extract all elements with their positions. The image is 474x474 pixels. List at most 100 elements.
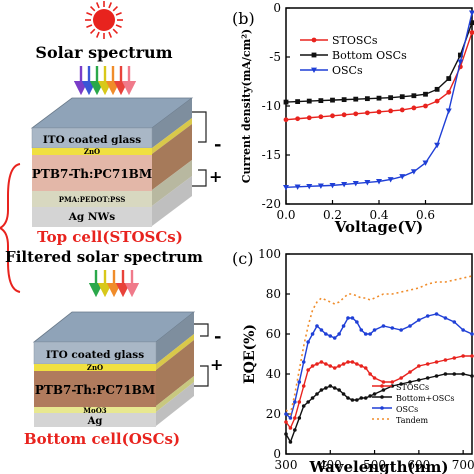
b-legend-label: STOSCs — [332, 34, 378, 47]
c-data-point — [284, 432, 288, 436]
b-data-point — [422, 160, 429, 166]
b-legend-marker — [311, 37, 317, 43]
sun-ray — [112, 28, 119, 35]
c-data-point — [350, 360, 355, 364]
top-plus-sign: + — [209, 167, 222, 186]
jv-legend: STOSCs Bottom OSCs OSCs — [300, 34, 407, 77]
c-data-point — [359, 396, 364, 400]
c-data-point — [443, 372, 448, 376]
c-y-tick-label: 100 — [258, 247, 281, 261]
b-data-point — [411, 93, 417, 99]
b-data-point — [318, 98, 324, 104]
top-layer-htl: PMA:PEDOT:PSS — [59, 195, 126, 204]
eqe-legend: STOSCs Bottom+OSCs OSCs Tandem — [372, 383, 455, 425]
c-data-point — [452, 372, 457, 376]
c-data-point — [408, 380, 412, 384]
b-series-line-1 — [286, 22, 472, 103]
c-data-point — [306, 400, 310, 404]
sun-ray — [95, 2, 100, 9]
c-data-point — [408, 370, 412, 374]
b-data-point — [353, 111, 359, 117]
c-data-point — [328, 384, 333, 388]
b-data-point — [306, 183, 313, 190]
b-data-point — [329, 182, 336, 189]
c-data-point — [390, 380, 395, 384]
b-data-point — [399, 94, 405, 100]
b-data-point — [318, 114, 324, 120]
eqe-panel-label: (c) — [232, 249, 253, 268]
c-data-point — [293, 428, 297, 432]
c-data-point — [301, 384, 306, 388]
eqe-plot-frame — [285, 253, 473, 455]
b-data-point — [469, 10, 474, 16]
c-data-point — [341, 362, 346, 366]
c-data-point — [408, 324, 412, 328]
c-data-point — [319, 328, 324, 332]
c-data-point — [425, 362, 430, 366]
solar-spectrum-label: Solar spectrum — [35, 43, 172, 62]
c-data-point — [319, 388, 324, 392]
c-data-point — [346, 360, 350, 364]
b-legend-marker — [311, 67, 317, 73]
b-data-point — [352, 181, 359, 187]
c-data-point — [381, 380, 386, 384]
c-data-point — [470, 354, 474, 358]
c-x-tick-label: 700 — [452, 458, 474, 472]
c-data-point — [425, 376, 430, 380]
bottom-layer-active: PTB7-Th:PC71BM — [35, 383, 155, 397]
b-data-point — [364, 180, 371, 186]
c-data-point — [324, 386, 328, 390]
c-data-point — [461, 354, 465, 358]
top-layer-ito: ITO coated glass — [43, 134, 141, 146]
jv-chart: (b) 0.0 0.2 0.4 0.6 -20 -15 -10 -5 0 STOSCs Botto… — [232, 1, 474, 236]
b-data-point — [445, 108, 452, 114]
top-minus-sign: - — [214, 134, 221, 155]
c-data-point — [417, 364, 421, 368]
c-y-tick-label: 80 — [266, 287, 281, 301]
c-data-point — [315, 362, 319, 366]
sun-ray — [86, 11, 93, 16]
c-legend-label: Bottom+OSCs — [396, 394, 455, 403]
c-data-point — [306, 368, 310, 372]
bottom-cell-caption: Bottom cell(OSCs) — [24, 430, 180, 448]
c-y-tick-label: 20 — [266, 407, 281, 421]
b-x-tick-label: 0.0 — [276, 208, 295, 222]
c-data-point — [341, 392, 346, 396]
sun-ray — [86, 24, 93, 29]
c-x-tick-label: 600 — [407, 458, 430, 472]
b-legend-marker — [311, 52, 317, 58]
c-data-point — [293, 416, 297, 420]
c-x-tick-label: 500 — [363, 458, 386, 472]
b-y-tick-label: -5 — [269, 50, 281, 64]
bottom-layer-htl: MoO3 — [83, 406, 107, 415]
sun-ray — [108, 31, 113, 38]
c-data-point — [288, 440, 293, 444]
b-data-point — [306, 115, 312, 121]
c-data-point — [306, 340, 310, 344]
c-data-point — [297, 416, 302, 420]
bottom-device-stack: ITO coated glass ZnO PTB7-Th:PC71BM MoO3… — [32, 311, 223, 427]
c-data-point — [443, 358, 448, 362]
c-legend-marker — [380, 406, 384, 410]
c-data-point — [390, 384, 395, 388]
b-x-tick-label: 0.6 — [416, 208, 435, 222]
c-x-tick-label: 300 — [275, 458, 298, 472]
c-data-point — [293, 400, 297, 404]
top-device-stack: ITO coated glass ZnO PTB7-Th:PC71BM PMA:… — [30, 97, 222, 227]
bottom-plus-sign: + — [210, 355, 223, 374]
c-series-line-3 — [286, 275, 472, 416]
b-data-point — [411, 105, 417, 111]
b-data-point — [283, 117, 289, 123]
c-data-point — [324, 332, 328, 336]
device-schematic: Solar spectrum ITO coated glass ZnO PTB7… — [0, 1, 223, 448]
c-data-point — [368, 394, 372, 398]
c-data-point — [337, 364, 341, 368]
c-data-point — [363, 396, 368, 400]
bottom-minus-sign: - — [214, 326, 221, 347]
c-data-point — [359, 328, 364, 332]
c-x-tick-label: 400 — [319, 458, 342, 472]
b-data-point — [457, 59, 464, 65]
spectrum-arrows-top — [73, 66, 137, 96]
c-data-point — [372, 392, 377, 396]
c-y-tick-label: 60 — [266, 327, 281, 341]
